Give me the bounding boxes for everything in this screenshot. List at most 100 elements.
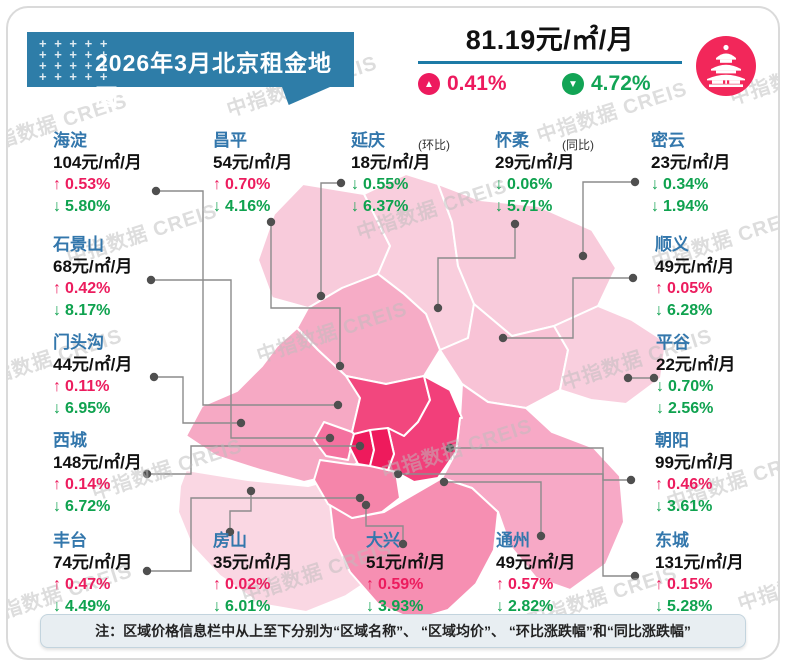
down-arrow-icon: ↓ xyxy=(495,198,503,215)
district-label-huairou: 怀柔 29元/㎡/月 ↓ 0.06% ↓ 5.71% xyxy=(495,130,630,218)
connector-dot-yanqing xyxy=(336,178,346,188)
district-yoy: ↓ 5.28% xyxy=(655,596,778,618)
up-arrow-icon: ↑ xyxy=(213,576,221,593)
district-yoy: ↓ 6.01% xyxy=(213,596,348,618)
connector-line-tongzhou xyxy=(444,481,542,536)
connector-line-changping xyxy=(270,222,341,366)
district-yoy: ↓ 6.72% xyxy=(53,496,188,518)
district-mom: ↑ 0.14% xyxy=(53,474,188,496)
district-name: 顺义 xyxy=(655,235,689,254)
summary-block: 81.19元/㎡/月 ▲ 0.41% ▼ 4.72% (环比) (同比) xyxy=(410,18,690,152)
connector-line-dongcheng xyxy=(398,473,635,577)
up-arrow-icon: ↑ xyxy=(496,576,504,593)
district-mom: ↑ 0.47% xyxy=(53,574,188,596)
down-arrow-icon: ↓ xyxy=(656,378,664,395)
down-arrow-icon: ↓ xyxy=(496,598,504,615)
down-arrow-icon: ↓ xyxy=(495,176,503,193)
down-triangle-icon: ▼ xyxy=(562,73,584,95)
district-price: 74元/㎡/月 xyxy=(53,553,133,572)
connector-dot-pinggu xyxy=(649,373,659,383)
connector-dot-shunyi xyxy=(628,273,638,283)
up-arrow-icon: ↑ xyxy=(213,176,221,193)
down-arrow-icon: ↓ xyxy=(213,598,221,615)
district-yoy: ↓ 5.71% xyxy=(495,196,630,218)
up-arrow-icon: ↑ xyxy=(53,476,61,493)
district-mom: ↑ 0.70% xyxy=(213,174,348,196)
connector-dot-xicheng xyxy=(355,441,365,451)
district-name: 房山 xyxy=(213,531,247,550)
district-mom: ↑ 0.57% xyxy=(496,574,631,596)
connector-dot-shunyi xyxy=(498,333,508,343)
district-yoy: ↓ 6.28% xyxy=(655,300,778,322)
connector-dot-tongzhou xyxy=(439,477,449,487)
up-arrow-icon: ↑ xyxy=(655,576,663,593)
district-label-changping: 昌平 54元/㎡/月 ↑ 0.70% ↓ 4.16% xyxy=(213,130,348,218)
district-price: 23元/㎡/月 xyxy=(651,153,731,172)
district-name: 平谷 xyxy=(656,333,690,352)
district-mom: ↑ 0.15% xyxy=(655,574,778,596)
connector-dot-fengtai xyxy=(142,566,152,576)
average-price: 81.19元/㎡/月 xyxy=(465,25,635,55)
district-name: 海淀 xyxy=(53,131,87,150)
connector-dot-shijingshan xyxy=(146,275,156,285)
district-price: 51元/㎡/月 xyxy=(366,553,446,572)
district-shape-dongcheng xyxy=(369,427,395,471)
note-bar: 注：区域价格信息栏中从上至下分别为“区域名称”、 “区域均价”、 “环比涨跌幅”… xyxy=(40,614,746,648)
district-price: 49元/㎡/月 xyxy=(496,553,576,572)
district-label-chaoyang: 朝阳 99元/㎡/月 ↑ 0.46% ↓ 3.61% xyxy=(655,430,778,518)
district-yoy: ↓ 3.61% xyxy=(655,496,778,518)
up-arrow-icon: ↑ xyxy=(366,576,374,593)
connector-dot-huairou xyxy=(433,303,443,313)
district-name: 通州 xyxy=(496,531,530,550)
district-price: 49元/㎡/月 xyxy=(655,257,735,276)
district-name: 东城 xyxy=(655,531,689,550)
down-arrow-icon: ↓ xyxy=(651,176,659,193)
district-shape-pinggu xyxy=(553,305,667,405)
yoy-value: 4.72% xyxy=(591,72,651,95)
district-name: 密云 xyxy=(651,131,685,150)
district-mom: ↑ 0.42% xyxy=(53,278,188,300)
district-label-miyun: 密云 23元/㎡/月 ↓ 0.34% ↓ 1.94% xyxy=(651,130,778,218)
up-arrow-icon: ↑ xyxy=(655,476,663,493)
mom-stat: ▲ 0.41% xyxy=(418,72,507,96)
district-shape-shijingshan xyxy=(313,421,355,461)
district-name: 门头沟 xyxy=(53,333,104,352)
up-arrow-icon: ↑ xyxy=(53,576,61,593)
district-name: 昌平 xyxy=(213,131,247,150)
mom-label: (环比) xyxy=(418,138,450,152)
district-label-pinggu: 平谷 22元/㎡/月 ↓ 0.70% ↓ 2.56% xyxy=(656,332,778,420)
connector-line-shunyi xyxy=(503,277,633,339)
down-arrow-icon: ↓ xyxy=(655,302,663,319)
down-arrow-icon: ↓ xyxy=(53,400,61,417)
district-mom: ↓ 0.34% xyxy=(651,174,778,196)
district-price: 68元/㎡/月 xyxy=(53,257,133,276)
district-name: 西城 xyxy=(53,431,87,450)
connector-dot-daxing xyxy=(361,500,371,510)
connector-line-fengtai xyxy=(147,497,360,572)
up-arrow-icon: ↑ xyxy=(53,280,61,297)
connector-dot-mentougou xyxy=(149,372,159,382)
connector-dot-daxing xyxy=(398,539,408,549)
connector-dot-changping xyxy=(266,217,276,227)
district-label-yanqing: 延庆 18元/㎡/月 ↓ 0.55% ↓ 6.37% xyxy=(351,130,486,218)
district-name: 丰台 xyxy=(53,531,87,550)
district-shape-daxing xyxy=(329,477,499,621)
title-banner: + + + + + + + + + + + + + + + + + + + + 202… xyxy=(27,32,354,110)
connector-line-daxing xyxy=(365,505,404,544)
district-label-daxing: 大兴 51元/㎡/月 ↑ 0.59% ↓ 3.93% xyxy=(366,530,501,618)
connector-dot-xicheng xyxy=(142,469,152,479)
district-name: 大兴 xyxy=(366,531,400,550)
district-yoy: ↓ 8.17% xyxy=(53,300,188,322)
district-price: 22元/㎡/月 xyxy=(656,355,736,374)
up-arrow-icon: ↑ xyxy=(53,378,61,395)
district-mom: ↑ 0.11% xyxy=(53,376,188,398)
down-arrow-icon: ↓ xyxy=(656,400,664,417)
connector-dot-fengtai xyxy=(355,493,365,503)
summary-underline xyxy=(418,61,682,64)
district-label-tongzhou: 通州 49元/㎡/月 ↑ 0.57% ↓ 2.82% xyxy=(496,530,631,618)
down-arrow-icon: ↓ xyxy=(655,498,663,515)
district-label-mentougou: 门头沟 44元/㎡/月 ↑ 0.11% ↓ 6.95% xyxy=(53,332,188,420)
connector-dot-dongcheng xyxy=(630,571,640,581)
district-yoy: ↓ 6.95% xyxy=(53,398,188,420)
